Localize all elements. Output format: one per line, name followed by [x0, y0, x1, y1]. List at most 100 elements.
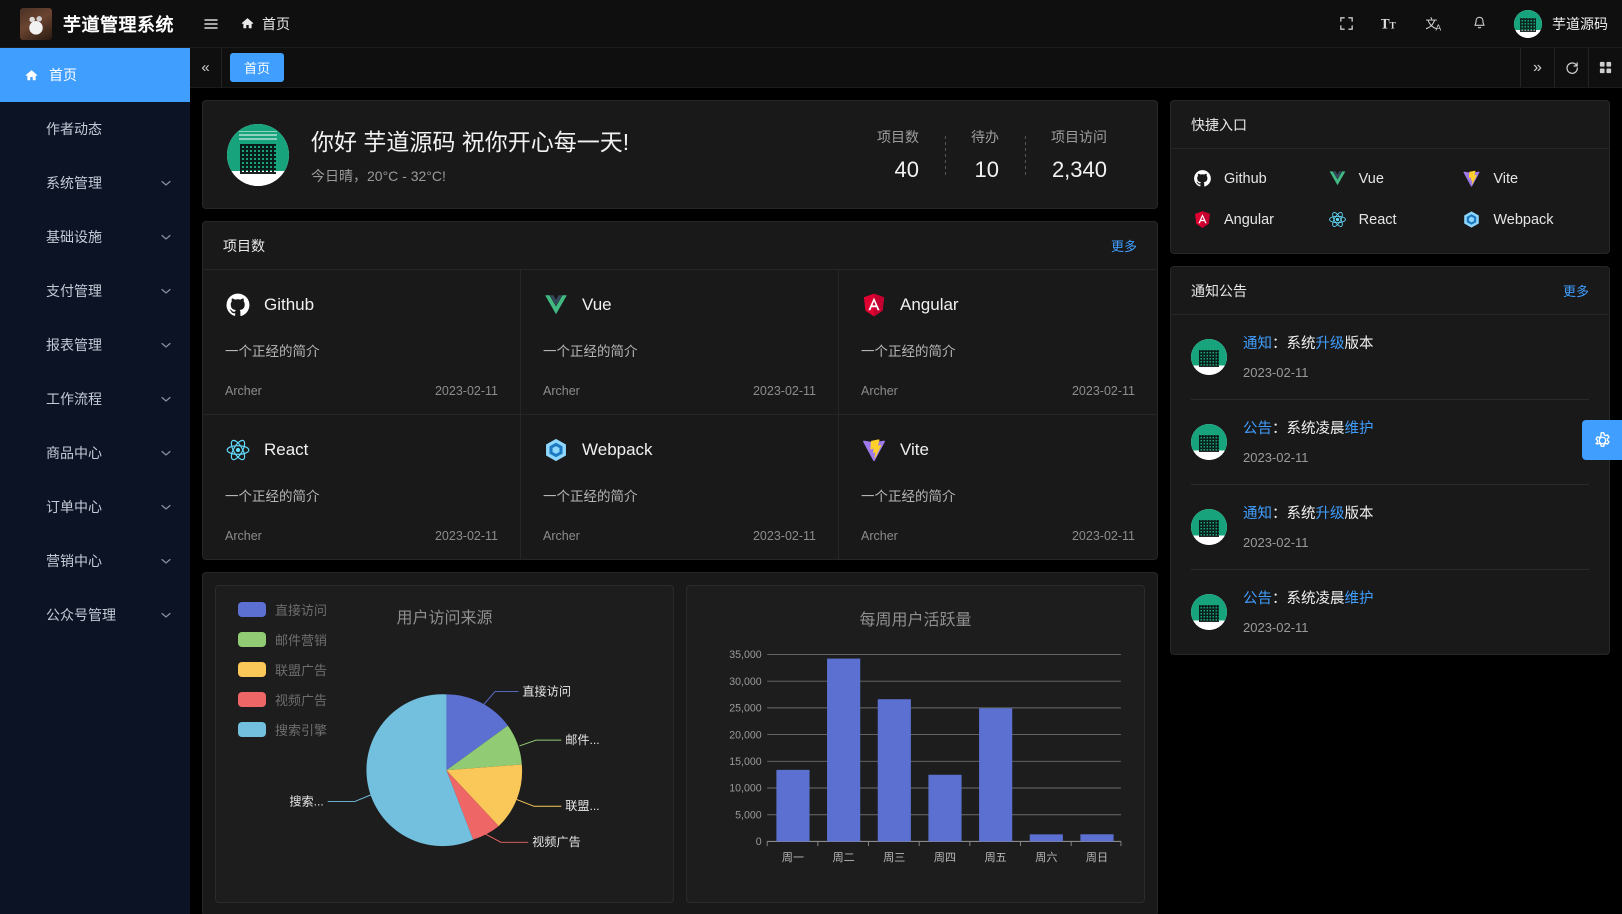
sidebar-item-marketing-center[interactable]: 营销中心 — [0, 534, 190, 588]
notice-item[interactable]: 公告：系统凌晨维护 2023-02-11 — [1191, 400, 1589, 485]
svg-text:20,000: 20,000 — [729, 729, 761, 741]
bar-wednesday[interactable] — [877, 699, 911, 842]
bar-sunday[interactable] — [1080, 834, 1114, 842]
notice-prefix: 通知 — [1243, 506, 1272, 522]
legend-swatch — [238, 722, 266, 737]
stat-projects: 项目数 40 — [851, 127, 945, 183]
legend-item[interactable]: 视频广告 — [238, 690, 327, 709]
welcome-stats: 项目数 40 待办 10 项目访问 2,340 — [851, 127, 1133, 183]
svg-text:周五: 周五 — [985, 851, 1007, 864]
sidebar-item-author-news[interactable]: 作者动态 — [0, 102, 190, 156]
refresh-icon[interactable] — [1554, 48, 1588, 87]
welcome-card: 你好 芋道源码 祝你开心每一天! 今日晴，20°C - 32°C! 项目数 40… — [202, 100, 1158, 209]
pie-slice-affiliate[interactable] — [446, 764, 523, 827]
bar-tuesday[interactable] — [827, 658, 861, 842]
stat-label: 待办 — [971, 128, 999, 145]
settings-float-button[interactable] — [1582, 420, 1622, 460]
project-card[interactable]: React 一个正经的简介 Archer 2023-02-11 — [203, 415, 521, 559]
notices-card: 通知公告 更多 通知：系统升级版本 2023-02-11 — [1170, 266, 1610, 655]
notice-item[interactable]: 通知：系统升级版本 2023-02-11 — [1191, 485, 1589, 570]
bar-friday[interactable] — [979, 708, 1013, 842]
qr-code-icon — [1199, 350, 1219, 367]
brand[interactable]: 芋道管理系统 — [0, 7, 190, 40]
quick-entry-react[interactable]: React — [1328, 210, 1453, 229]
sidebar-item-product-center[interactable]: 商品中心 — [0, 426, 190, 480]
chevron-double-right-icon[interactable]: » — [1520, 48, 1554, 87]
sidebar-item-official-account[interactable]: 公众号管理 — [0, 588, 190, 642]
app-body: 首页 作者动态 系统管理 基础设施 支付管理 报表管理 工作流程 — [0, 48, 1622, 914]
sidebar-item-order-center[interactable]: 订单中心 — [0, 480, 190, 534]
sidebar-item-label: 基础设施 — [46, 229, 102, 245]
projects-card: 项目数 更多 Github 一个正经的简介 — [202, 221, 1158, 560]
grid-icon[interactable] — [1588, 48, 1622, 87]
sidebar-item-home[interactable]: 首页 — [0, 48, 190, 102]
sidebar-item-label: 支付管理 — [46, 283, 102, 299]
projects-more-link[interactable]: 更多 — [1110, 239, 1137, 254]
quick-entry-vite[interactable]: Vite — [1462, 169, 1587, 188]
sidebar-item-payment-management[interactable]: 支付管理 — [0, 264, 190, 318]
bar-saturday[interactable] — [1029, 834, 1063, 842]
breadcrumb[interactable]: 首页 — [240, 14, 290, 34]
notice-item[interactable]: 公告：系统凌晨维护 2023-02-11 — [1191, 570, 1589, 654]
welcome-text: 你好 芋道源码 祝你开心每一天! 今日晴，20°C - 32°C! — [311, 123, 829, 186]
brand-title: 芋道管理系统 — [63, 14, 174, 35]
chevron-down-icon — [161, 342, 171, 348]
project-card[interactable]: Angular 一个正经的简介 Archer 2023-02-11 — [839, 270, 1157, 415]
tab-home[interactable]: 首页 — [230, 53, 285, 82]
home-icon — [25, 69, 38, 80]
pie-slice-direct[interactable] — [446, 694, 508, 771]
project-date: 2023-02-11 — [434, 529, 498, 543]
bar-chart-bars — [776, 658, 1114, 842]
bar-thursday[interactable] — [928, 774, 962, 842]
bar-monday[interactable] — [776, 769, 810, 842]
sidebar-item-workflow[interactable]: 工作流程 — [0, 372, 190, 426]
project-name: Angular — [900, 295, 959, 314]
notices-more-link[interactable]: 更多 — [1562, 284, 1589, 299]
legend-item[interactable]: 直接访问 — [238, 600, 327, 619]
sidebar-item-system-management[interactable]: 系统管理 — [0, 156, 190, 210]
chevron-double-left-icon[interactable]: « — [190, 48, 222, 87]
quick-entry-github[interactable]: Github — [1193, 169, 1318, 188]
svg-text:周二: 周二 — [833, 851, 855, 864]
legend-item[interactable]: 联盟广告 — [238, 660, 327, 679]
sidebar-item-label: 首页 — [49, 67, 77, 83]
legend-swatch — [238, 602, 266, 617]
vue-icon — [1329, 171, 1346, 186]
svg-text:5,000: 5,000 — [735, 809, 762, 821]
legend-item[interactable]: 搜索引擎 — [238, 720, 327, 739]
bell-icon[interactable] — [1471, 15, 1488, 32]
notices-title: 通知公告 — [1191, 282, 1247, 299]
notice-date: 2023-02-11 — [1243, 450, 1309, 465]
project-card[interactable]: Github 一个正经的简介 Archer 2023-02-11 — [203, 270, 521, 415]
stat-value: 40 — [894, 156, 919, 182]
project-date: 2023-02-11 — [1071, 384, 1135, 398]
pie-slice-video[interactable] — [446, 770, 499, 840]
project-date: 2023-02-11 — [752, 529, 816, 543]
sidebar-item-report-management[interactable]: 报表管理 — [0, 318, 190, 372]
svg-text:周六: 周六 — [1035, 851, 1057, 864]
hamburger-icon[interactable] — [202, 15, 220, 33]
notice-avatar — [1191, 339, 1227, 375]
notice-item[interactable]: 通知：系统升级版本 2023-02-11 — [1191, 315, 1589, 400]
project-card[interactable]: Webpack 一个正经的简介 Archer 2023-02-11 — [521, 415, 839, 559]
project-name: React — [264, 440, 309, 459]
quick-entry-angular[interactable]: Angular — [1193, 210, 1318, 229]
legend-item[interactable]: 邮件营销 — [238, 630, 327, 649]
project-card[interactable]: Vite 一个正经的简介 Archer 2023-02-11 — [839, 415, 1157, 559]
project-desc: 一个正经的简介 — [543, 489, 638, 504]
pie-slice-search[interactable] — [366, 694, 474, 847]
notice-main: 通知：系统升级版本 2023-02-11 — [1243, 502, 1589, 552]
pie-slice-email[interactable] — [446, 725, 522, 771]
project-date: 2023-02-11 — [434, 384, 498, 398]
quick-entry-vue[interactable]: Vue — [1328, 169, 1453, 188]
quick-entry-title: 快捷入口 — [1191, 116, 1247, 133]
chevron-down-icon — [161, 612, 171, 618]
sidebar-item-infrastructure[interactable]: 基础设施 — [0, 210, 190, 264]
quick-entry-webpack[interactable]: Webpack — [1462, 210, 1587, 229]
fullscreen-icon[interactable] — [1338, 15, 1355, 32]
chevron-down-icon — [161, 558, 171, 564]
user-menu[interactable]: 芋道源码 — [1514, 9, 1608, 38]
project-card[interactable]: Vue 一个正经的简介 Archer 2023-02-11 — [521, 270, 839, 415]
